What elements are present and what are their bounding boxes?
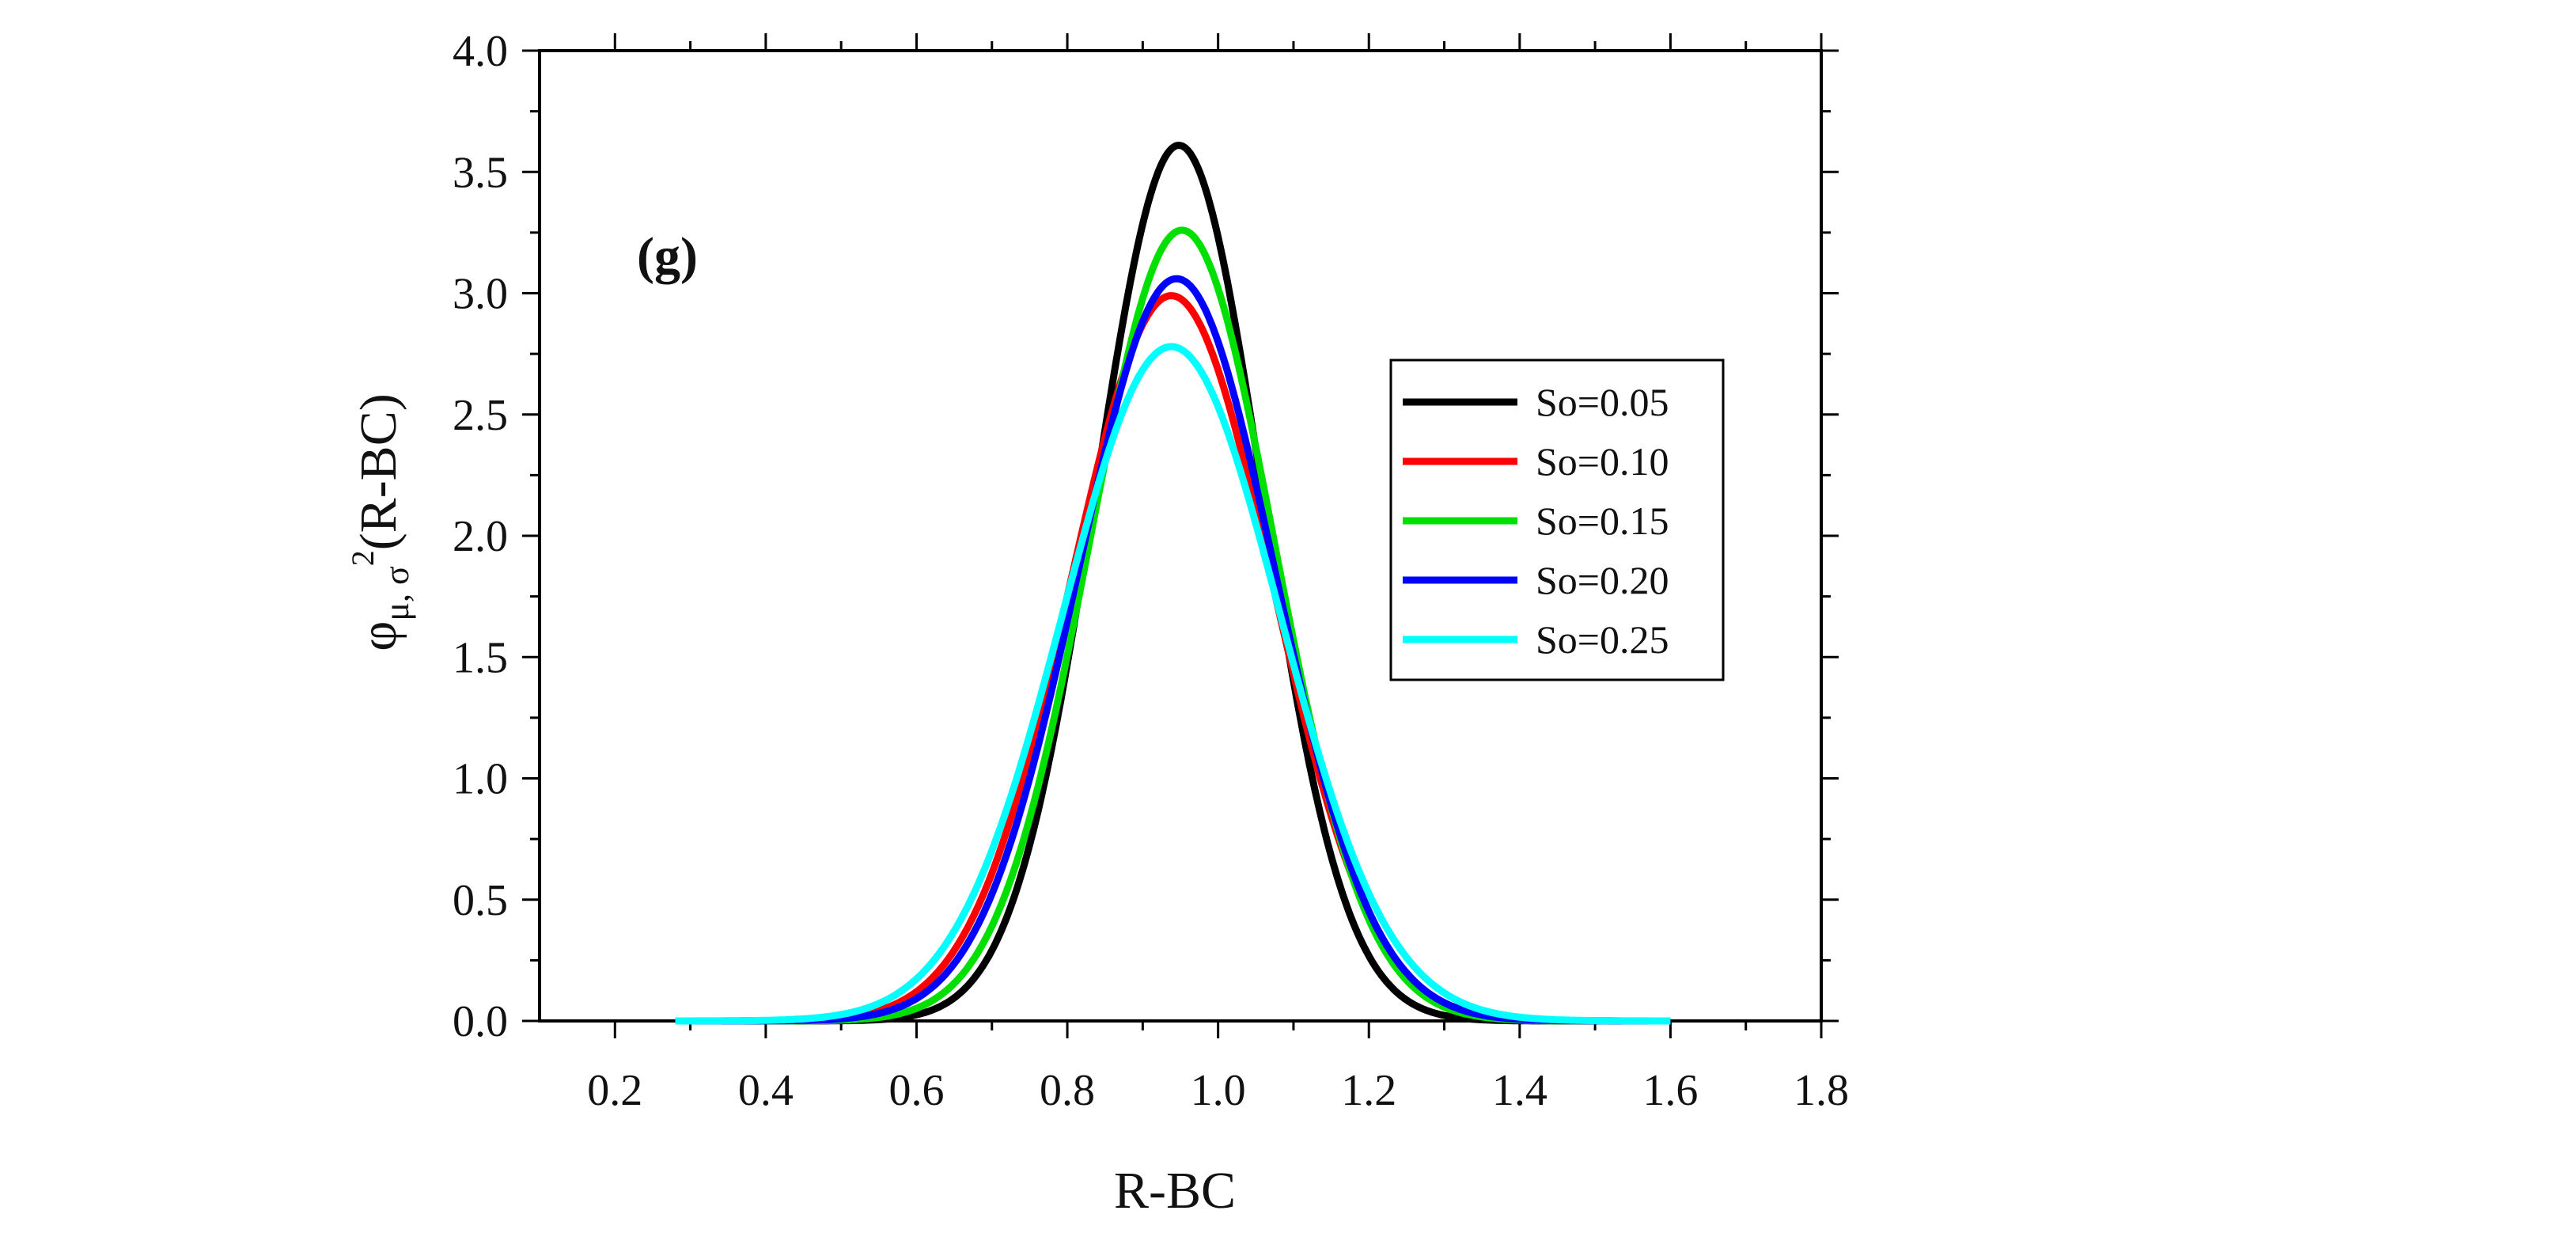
legend-label: So=0.10 xyxy=(1536,439,1669,484)
y-tick-label: 1.5 xyxy=(453,633,508,682)
y-tick-label: 4.0 xyxy=(453,27,508,76)
x-tick-label: 1.6 xyxy=(1642,1066,1698,1115)
y-axis-title: φμ, σ2(R-BC) xyxy=(345,393,416,651)
y-axis-title-main: φ xyxy=(350,621,407,651)
y-axis-title-tail: (R-BC) xyxy=(350,393,407,550)
y-tick-label: 1.0 xyxy=(453,755,508,804)
x-tick-label: 0.4 xyxy=(738,1066,794,1115)
y-tick-label: 3.5 xyxy=(453,148,508,197)
y-axis-title-subscript: μ, σ xyxy=(377,566,416,621)
x-tick-label: 1.8 xyxy=(1794,1066,1849,1115)
y-axis-title-superscript: 2 xyxy=(345,550,381,566)
y-tick-label: 0.5 xyxy=(453,876,508,925)
panel-label: (g) xyxy=(637,227,698,285)
x-axis-title: R-BC xyxy=(1114,1162,1236,1220)
y-tick-label: 2.5 xyxy=(453,391,508,440)
legend-label: So=0.05 xyxy=(1536,380,1669,424)
y-tick-label: 2.0 xyxy=(453,512,508,561)
series-line-so-0-25 xyxy=(674,343,1672,1025)
y-tick-label: 3.0 xyxy=(453,270,508,319)
x-tick-label: 1.2 xyxy=(1341,1066,1396,1115)
legend: So=0.05 So=0.10 So=0.15 So=0.20 So=0.25 xyxy=(1389,359,1725,681)
x-tick-label: 0.8 xyxy=(1040,1066,1095,1115)
y-tick-label: 0.0 xyxy=(453,997,508,1046)
x-tick-label: 0.6 xyxy=(888,1066,944,1115)
legend-label: So=0.15 xyxy=(1536,499,1669,543)
x-tick-label: 0.2 xyxy=(587,1066,642,1115)
legend-label: So=0.20 xyxy=(1536,558,1669,602)
x-tick-label: 1.0 xyxy=(1191,1066,1246,1115)
legend-label: So=0.25 xyxy=(1536,617,1669,662)
x-tick-label: 1.4 xyxy=(1492,1066,1547,1115)
